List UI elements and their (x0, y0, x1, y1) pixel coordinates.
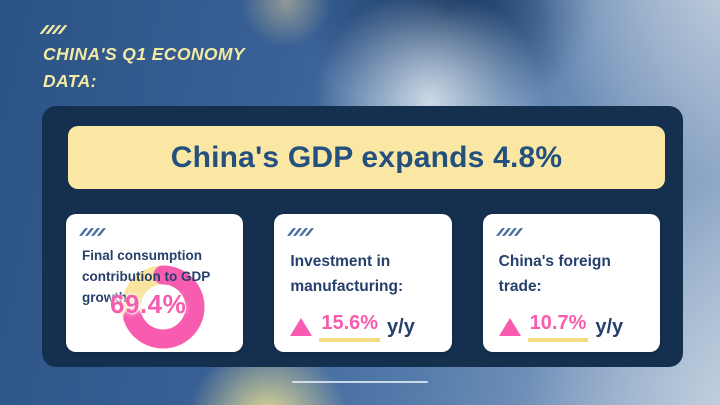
up-trend-icon (290, 318, 313, 336)
big-value: 69.4% (110, 289, 187, 319)
stat-row: 10.7% y/y (498, 312, 644, 342)
stat-row: 15.6% y/y (290, 312, 435, 342)
headline-text: China's GDP expands 4.8% (170, 140, 563, 174)
stat-suffix: y/y (387, 315, 415, 338)
main-panel: China's GDP expands 4.8% Final consumpti… (42, 106, 683, 367)
divider-line (292, 381, 428, 383)
stat-card-foreign-trade: China's foreign trade: 10.7% y/y (482, 214, 660, 352)
stat-card-consumption: Final consumption contribution to GDP gr… (66, 214, 244, 352)
donut-arc (121, 265, 205, 349)
page-title: CHINA'S Q1 ECONOMY DATA: (43, 41, 245, 95)
card-label: Investment in manufacturing: (290, 253, 404, 295)
slashes-icon (78, 228, 227, 236)
stat-value: 15.6% (319, 312, 381, 342)
header: CHINA'S Q1 ECONOMY DATA: (39, 25, 245, 95)
slashes-icon (495, 228, 644, 236)
page-title-line1: CHINA'S Q1 ECONOMY (43, 44, 245, 64)
card-label: China's foreign trade: (498, 253, 611, 295)
card-label: Final consumption contribution to GDP gr… (82, 248, 210, 305)
slashes-icon (39, 25, 245, 34)
page-title-line2: DATA: (43, 71, 97, 91)
slashes-icon (287, 228, 435, 236)
headline-banner: China's GDP expands 4.8% (68, 126, 665, 189)
stat-card-manufacturing: Investment in manufacturing: 15.6% y/y (274, 214, 452, 352)
donut-chart (121, 265, 205, 349)
stat-cards-row: Final consumption contribution to GDP gr… (66, 214, 660, 352)
stat-value: 10.7% (527, 312, 589, 342)
stat-suffix: y/y (595, 315, 624, 338)
up-trend-icon (498, 318, 521, 336)
